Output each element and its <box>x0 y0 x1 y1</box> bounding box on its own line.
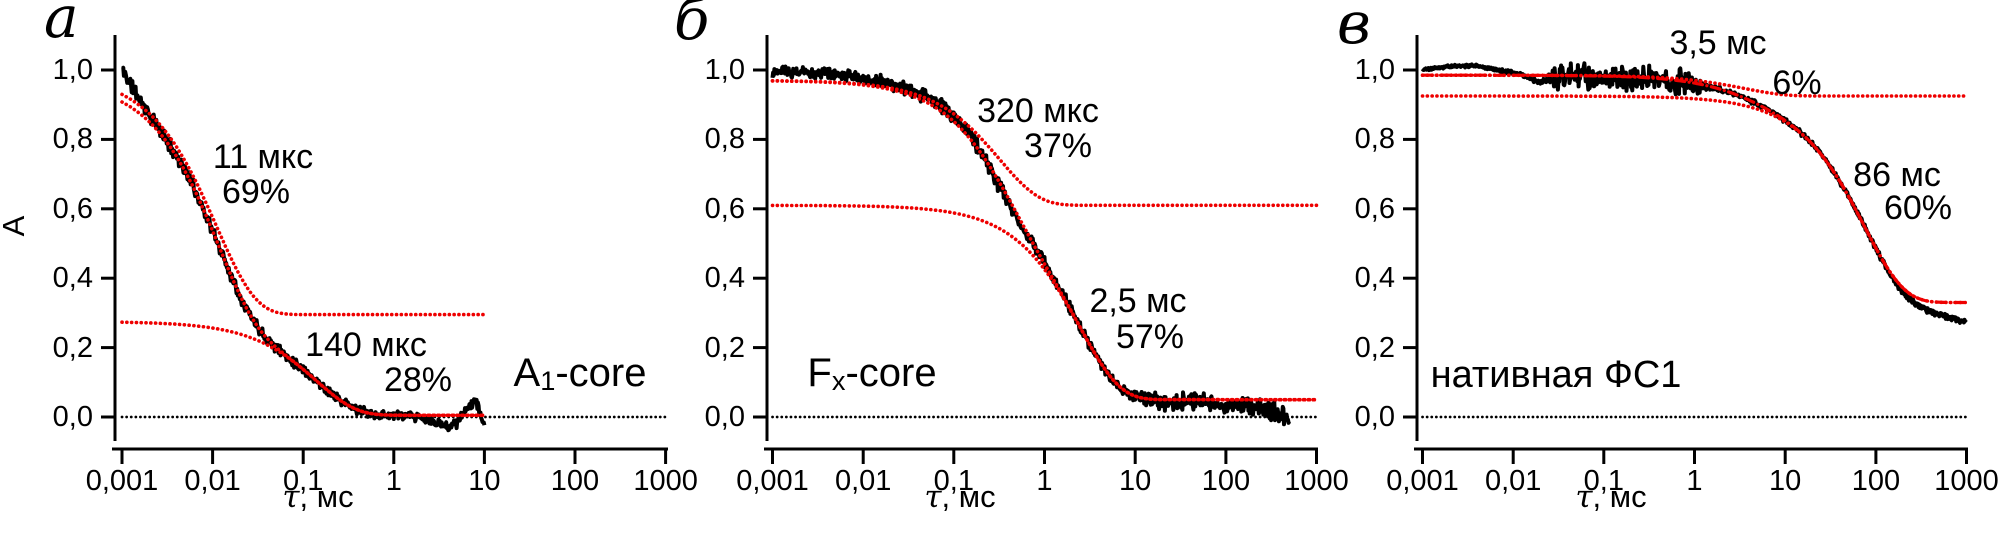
x-tick-label: 0,1 <box>933 465 974 497</box>
y-tick-label: 0,8 <box>704 123 745 156</box>
sample-label-v: нативная ФС1 <box>1431 354 1682 400</box>
panel-letter-v: в <box>1337 0 1371 57</box>
fit-percent-label-v1: 6% <box>1772 64 1822 102</box>
x-tick-label: 0,001 <box>85 465 159 497</box>
x-tick-label: 1000 <box>1934 465 1999 497</box>
x-tick-label: 0,1 <box>283 465 324 497</box>
x-tick-label: 100 <box>1201 465 1251 497</box>
x-tick-label: 1 <box>385 465 402 497</box>
x-axis-title-a: τ, мс <box>282 479 354 515</box>
y-tick-label: 1,0 <box>52 54 93 86</box>
fit-percent-label-a2: 28% <box>383 361 453 399</box>
x-tick-label: 100 <box>550 465 600 497</box>
sample-label-b: Fx-core <box>807 352 936 398</box>
fit-component-1-panel-a <box>120 92 487 317</box>
x-axis-unit: , мс <box>299 479 354 514</box>
panel-letter-b: б <box>674 0 710 53</box>
sample-label-main: F <box>807 351 832 395</box>
fit-tau-label-v1: 3,5 мс <box>1669 24 1767 62</box>
y-tick-label: 0,0 <box>1354 401 1395 433</box>
sample-label-main: нативная ФС1 <box>1430 354 1682 396</box>
y-tick-label: 0,0 <box>52 401 93 433</box>
fit-percent-label-b2: 57% <box>1115 318 1185 356</box>
sample-label-sub: 1 <box>540 365 556 397</box>
x-tick-label: 0,001 <box>736 465 809 497</box>
x-tick-label: 10 <box>1119 465 1152 497</box>
y-tick-label: 0,8 <box>1354 123 1395 156</box>
x-tick-label: 1 <box>1686 465 1703 497</box>
x-tick-label: 0,01 <box>834 465 892 497</box>
fit-tau-label-a1: 11 мкс <box>212 138 314 176</box>
y-tick-label: 1,0 <box>1354 54 1395 86</box>
data-curve-panel-b <box>770 64 1292 427</box>
y-tick-label: 0,4 <box>704 262 745 295</box>
x-tick-label: 1 <box>1036 465 1053 497</box>
x-tick-label: 1000 <box>1284 465 1349 497</box>
x-tick-label: 10 <box>1769 465 1802 497</box>
x-axis-unit: , мс <box>1592 479 1647 514</box>
sample-label-main: A <box>513 351 541 395</box>
y-tick-label: 0,2 <box>704 331 745 364</box>
x-tick-label: 0,01 <box>184 465 241 497</box>
x-tick-label: 1000 <box>633 465 698 497</box>
y-tick-label: 0,6 <box>1354 192 1395 225</box>
x-tick-label: 0,001 <box>1386 465 1459 497</box>
fit-percent-label-b1: 37% <box>1023 127 1093 165</box>
tau-symbol: τ <box>1575 479 1593 515</box>
y-tick-label: 0,2 <box>1354 331 1395 364</box>
sample-label-rest: -core <box>845 351 937 395</box>
fit-component-2-panel-b <box>770 203 1319 402</box>
fit-tau-label-b1: 320 мкс <box>977 92 1099 130</box>
fit-total-panel-b <box>770 79 1319 402</box>
y-tick-label: 0,0 <box>704 401 745 433</box>
y-tick-label: 0,2 <box>52 331 93 364</box>
fit-tau-label-v2: 86 мс <box>1853 156 1941 194</box>
y-tick-label: 1,0 <box>704 54 745 86</box>
x-axis-unit: , мс <box>941 479 996 514</box>
x-axis-title-b: τ, мс <box>924 479 996 515</box>
y-tick-label: 0,8 <box>52 123 93 156</box>
fit-tau-label-b2: 2,5 мс <box>1089 282 1187 320</box>
y-tick-label: 0,4 <box>1354 262 1395 295</box>
x-tick-label: 0,01 <box>1484 465 1542 497</box>
sample-label-sub: x <box>831 365 846 397</box>
panel-letter-a: a <box>44 0 79 51</box>
sample-label-a: A1-core <box>514 352 647 398</box>
fit-total-panel-v <box>1420 73 1969 305</box>
fit-total-panel-a <box>120 100 487 418</box>
fit-tau-label-a2: 140 мкс <box>305 326 427 364</box>
x-tick-label: 0,1 <box>1583 465 1624 497</box>
x-axis-title-v: τ, мс <box>1575 479 1647 515</box>
x-tick-label: 100 <box>1851 465 1901 497</box>
x-tick-label: 10 <box>468 465 501 497</box>
fit-percent-label-v2: 60% <box>1883 189 1953 227</box>
y-tick-label: 0,6 <box>704 192 745 225</box>
sample-label-rest: -core <box>555 351 647 395</box>
y-tick-label: 0,6 <box>52 192 93 225</box>
y-tick-label: 0,4 <box>52 262 93 295</box>
tau-symbol: τ <box>282 479 300 515</box>
fit-percent-label-a1: 69% <box>221 173 291 211</box>
tau-symbol: τ <box>924 479 942 515</box>
